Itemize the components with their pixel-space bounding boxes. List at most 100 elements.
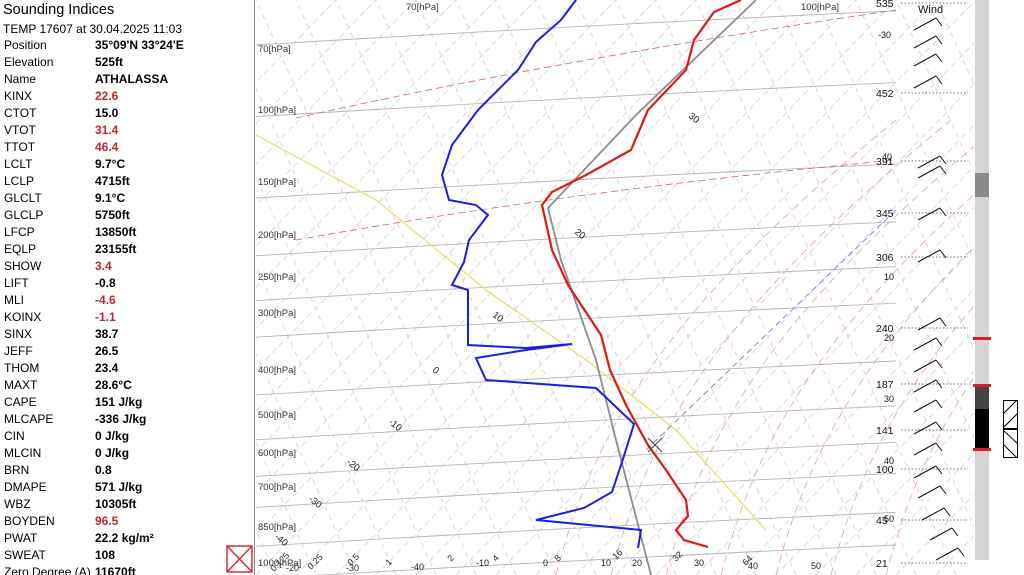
bottom-tick-label: 1 xyxy=(383,557,394,568)
isotherm-label: -40 xyxy=(272,532,290,549)
skew-t-diagram: 70[hPa] 100[hPa]70[hPa]100[hPa]150[hPa]20… xyxy=(256,0,974,575)
index-value: 9.7°C xyxy=(95,157,126,171)
index-label: MLCIN xyxy=(4,446,42,460)
index-row: GLCLP 5750ft xyxy=(0,207,254,224)
index-label: GLCLT xyxy=(4,191,42,205)
pressure-label: 70[hPa] xyxy=(406,2,439,13)
bottom-tick-label: -20 xyxy=(286,563,299,573)
bottom-tick-label: 40 xyxy=(748,561,758,571)
wind-barb-flag xyxy=(935,53,943,63)
grid-line xyxy=(815,0,974,351)
reference-line xyxy=(295,159,897,241)
grid-line xyxy=(855,0,974,262)
grid-line xyxy=(575,165,974,575)
height-label: 391 xyxy=(876,156,894,168)
index-value: 3.4 xyxy=(95,259,112,273)
wind-barb xyxy=(913,359,937,373)
index-value: 0.8 xyxy=(95,463,112,477)
index-label: THOM xyxy=(4,361,40,375)
index-row: KOINX -1.1 xyxy=(0,309,254,326)
index-label: MAXT xyxy=(4,378,38,392)
isobar-line xyxy=(256,441,897,477)
moist-adiabat xyxy=(665,146,974,575)
index-value: 0 J/kg xyxy=(95,446,130,460)
isobar-line xyxy=(256,82,897,118)
grid-line xyxy=(295,0,557,575)
index-value: 571 J/kg xyxy=(95,480,143,494)
dewpoint-curve xyxy=(440,0,643,549)
wind-barb xyxy=(917,165,941,179)
index-label: LCLP xyxy=(4,174,35,188)
wind-barb xyxy=(913,465,937,479)
wind-barb-flag xyxy=(935,399,943,409)
index-value: 38.7 xyxy=(95,327,119,341)
index-label: BRN xyxy=(4,463,30,477)
bottom-tick-label: 0.25 xyxy=(305,552,324,571)
grid-line xyxy=(415,0,677,575)
pressure-label: 200[hPa] xyxy=(258,230,296,241)
marker-cross xyxy=(647,437,663,453)
index-row: BOYDEN 96.5 xyxy=(0,513,254,530)
height-label: 141 xyxy=(876,425,894,437)
wind-barb-flag xyxy=(935,379,943,389)
wind-barb xyxy=(917,207,941,221)
close-icon[interactable] xyxy=(226,545,253,573)
wind-barb xyxy=(913,337,937,351)
grid-line xyxy=(256,0,737,494)
index-value: 22.2 kg/m² xyxy=(95,531,154,545)
index-row: EQLP 23155ft xyxy=(0,241,254,258)
temperature-curve xyxy=(540,0,742,549)
height-label: 45 xyxy=(876,515,888,527)
index-value: 96.5 xyxy=(95,514,119,528)
scroll-range-active xyxy=(975,409,989,450)
wind-barb-flag xyxy=(939,155,947,165)
moist-adiabat xyxy=(885,376,974,575)
height-sub-label: 20 xyxy=(884,333,894,343)
moist-adiabat xyxy=(775,246,974,575)
index-row: THOM 23.4 xyxy=(0,360,254,377)
isobar-line xyxy=(256,10,897,46)
bottom-tick-label: 30 xyxy=(694,558,704,568)
wind-barb xyxy=(913,399,937,413)
wind-barb-flag xyxy=(939,317,947,327)
wind-barb xyxy=(913,379,937,393)
grid-line xyxy=(335,0,897,575)
vertical-scrollbar[interactable] xyxy=(973,0,991,560)
index-value: 31.4 xyxy=(95,123,119,137)
grid-line xyxy=(375,0,637,575)
grid-line xyxy=(375,0,937,575)
index-value: 0 J/kg xyxy=(95,429,130,443)
index-value: 23155ft xyxy=(95,242,137,256)
grid-line xyxy=(695,289,974,575)
index-value: 5750ft xyxy=(95,208,130,222)
index-label: DMAPE xyxy=(4,480,47,494)
grid-line xyxy=(256,0,777,535)
grid-line xyxy=(256,0,537,289)
grid-line xyxy=(256,0,817,575)
height-label: 21 xyxy=(876,558,888,570)
wind-barb xyxy=(917,485,941,499)
index-row: VTOT 31.4 xyxy=(0,122,254,139)
grid-line xyxy=(455,42,974,575)
freezing-line xyxy=(645,209,897,451)
isotherm-label: 30 xyxy=(686,111,701,126)
index-label: MLCAPE xyxy=(4,412,54,426)
index-label: BOYDEN xyxy=(4,514,55,528)
index-label: SINX xyxy=(4,327,33,341)
pressure-label: 250[hPa] xyxy=(258,272,296,283)
index-label: KINX xyxy=(4,89,33,103)
index-label: GLCLP xyxy=(4,208,44,222)
index-value: 11670ft xyxy=(95,565,136,575)
wind-barb xyxy=(935,547,959,561)
scroll-marker xyxy=(973,337,991,340)
wind-barb-flag xyxy=(939,485,947,495)
moist-adiabat xyxy=(720,194,974,575)
parcel-curve xyxy=(547,0,757,575)
wind-barb xyxy=(917,155,941,169)
grid-line xyxy=(535,124,974,575)
scroll-thumb[interactable] xyxy=(975,173,989,197)
wind-barb-flag xyxy=(939,249,947,259)
wind-barb xyxy=(917,249,941,263)
bottom-tick-label: 20 xyxy=(632,558,642,568)
wind-barb-flag xyxy=(935,359,943,369)
